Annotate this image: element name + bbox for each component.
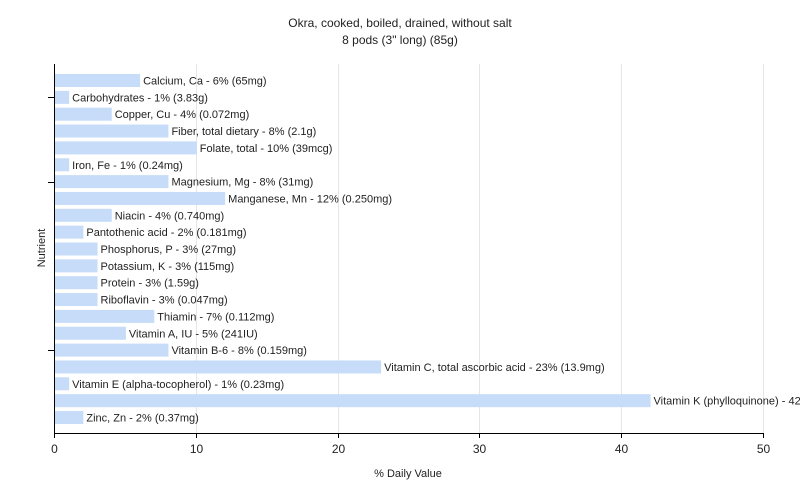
bar-label: Potassium, K - 3% (115mg) bbox=[101, 261, 235, 273]
bar bbox=[55, 141, 197, 155]
bar-label: Vitamin C, total ascorbic acid - 23% (13… bbox=[384, 362, 605, 374]
bar bbox=[55, 242, 98, 256]
bar bbox=[55, 394, 651, 408]
bar-label: Vitamin E (alpha-tocopherol) - 1% (0.23m… bbox=[72, 379, 284, 391]
bar-label: Protein - 3% (1.59g) bbox=[101, 278, 199, 290]
bar-label: Vitamin K (phylloquinone) - 42% (34.0mcg… bbox=[654, 396, 800, 408]
bar-label: Folate, total - 10% (39mcg) bbox=[200, 143, 333, 155]
y-axis-label: Nutrient bbox=[36, 229, 48, 268]
bar-label: Fiber, total dietary - 8% (2.1g) bbox=[171, 126, 316, 138]
bar bbox=[55, 158, 70, 172]
bar bbox=[55, 343, 169, 357]
bar bbox=[55, 411, 84, 424]
bar bbox=[55, 107, 112, 121]
bar bbox=[55, 276, 98, 290]
bar bbox=[55, 360, 382, 374]
bar bbox=[55, 293, 98, 307]
bar-label: Copper, Cu - 4% (0.072mg) bbox=[115, 109, 250, 121]
bar-label: Manganese, Mn - 12% (0.250mg) bbox=[228, 193, 392, 205]
bar-label: Phosphorus, P - 3% (27mg) bbox=[101, 244, 237, 256]
x-tick-label: 40 bbox=[615, 442, 629, 456]
bar-label: Thiamin - 7% (0.112mg) bbox=[157, 311, 274, 323]
bar bbox=[55, 377, 70, 391]
bars: Calcium, Ca - 6% (65mg) Carbohydrates - 1… bbox=[55, 74, 800, 425]
gridlines bbox=[196, 64, 764, 433]
x-axis-label: % Daily Value bbox=[374, 468, 442, 480]
bar-label: Niacin - 4% (0.740mg) bbox=[115, 210, 224, 222]
bar bbox=[55, 326, 126, 340]
bar bbox=[55, 90, 70, 104]
chart-subtitle: 8 pods (3" long) (85g) bbox=[342, 33, 458, 47]
bar-label: Vitamin A, IU - 5% (241IU) bbox=[129, 328, 258, 340]
bar bbox=[55, 225, 84, 239]
bar-label: Magnesium, Mg - 8% (31mg) bbox=[171, 177, 313, 189]
x-tick-label: 30 bbox=[473, 442, 487, 456]
x-tick-label: 10 bbox=[190, 442, 204, 456]
bar-label: Calcium, Ca - 6% (65mg) bbox=[143, 76, 266, 88]
bar bbox=[55, 175, 169, 189]
x-tick-label: 50 bbox=[757, 442, 771, 456]
bar-label: Iron, Fe - 1% (0.24mg) bbox=[72, 160, 183, 172]
bar bbox=[55, 124, 169, 138]
chart-title: Okra, cooked, boiled, drained, without s… bbox=[288, 16, 512, 30]
bar-label: Vitamin B-6 - 8% (0.159mg) bbox=[171, 345, 307, 357]
bar bbox=[55, 259, 98, 273]
x-tick-label: 0 bbox=[51, 442, 58, 456]
bar bbox=[55, 191, 226, 205]
bar bbox=[55, 208, 112, 222]
bar-label: Riboflavin - 3% (0.047mg) bbox=[101, 295, 228, 307]
bar bbox=[55, 309, 155, 323]
bar-label: Pantothenic acid - 2% (0.181mg) bbox=[86, 227, 246, 239]
axes: 0 10 20 30 40 50 bbox=[48, 64, 770, 456]
bar-label: Carbohydrates - 1% (3.83g) bbox=[72, 92, 208, 104]
x-tick-label: 20 bbox=[332, 442, 346, 456]
bar bbox=[55, 74, 141, 87]
bar-label: Zinc, Zn - 2% (0.37mg) bbox=[86, 413, 198, 425]
